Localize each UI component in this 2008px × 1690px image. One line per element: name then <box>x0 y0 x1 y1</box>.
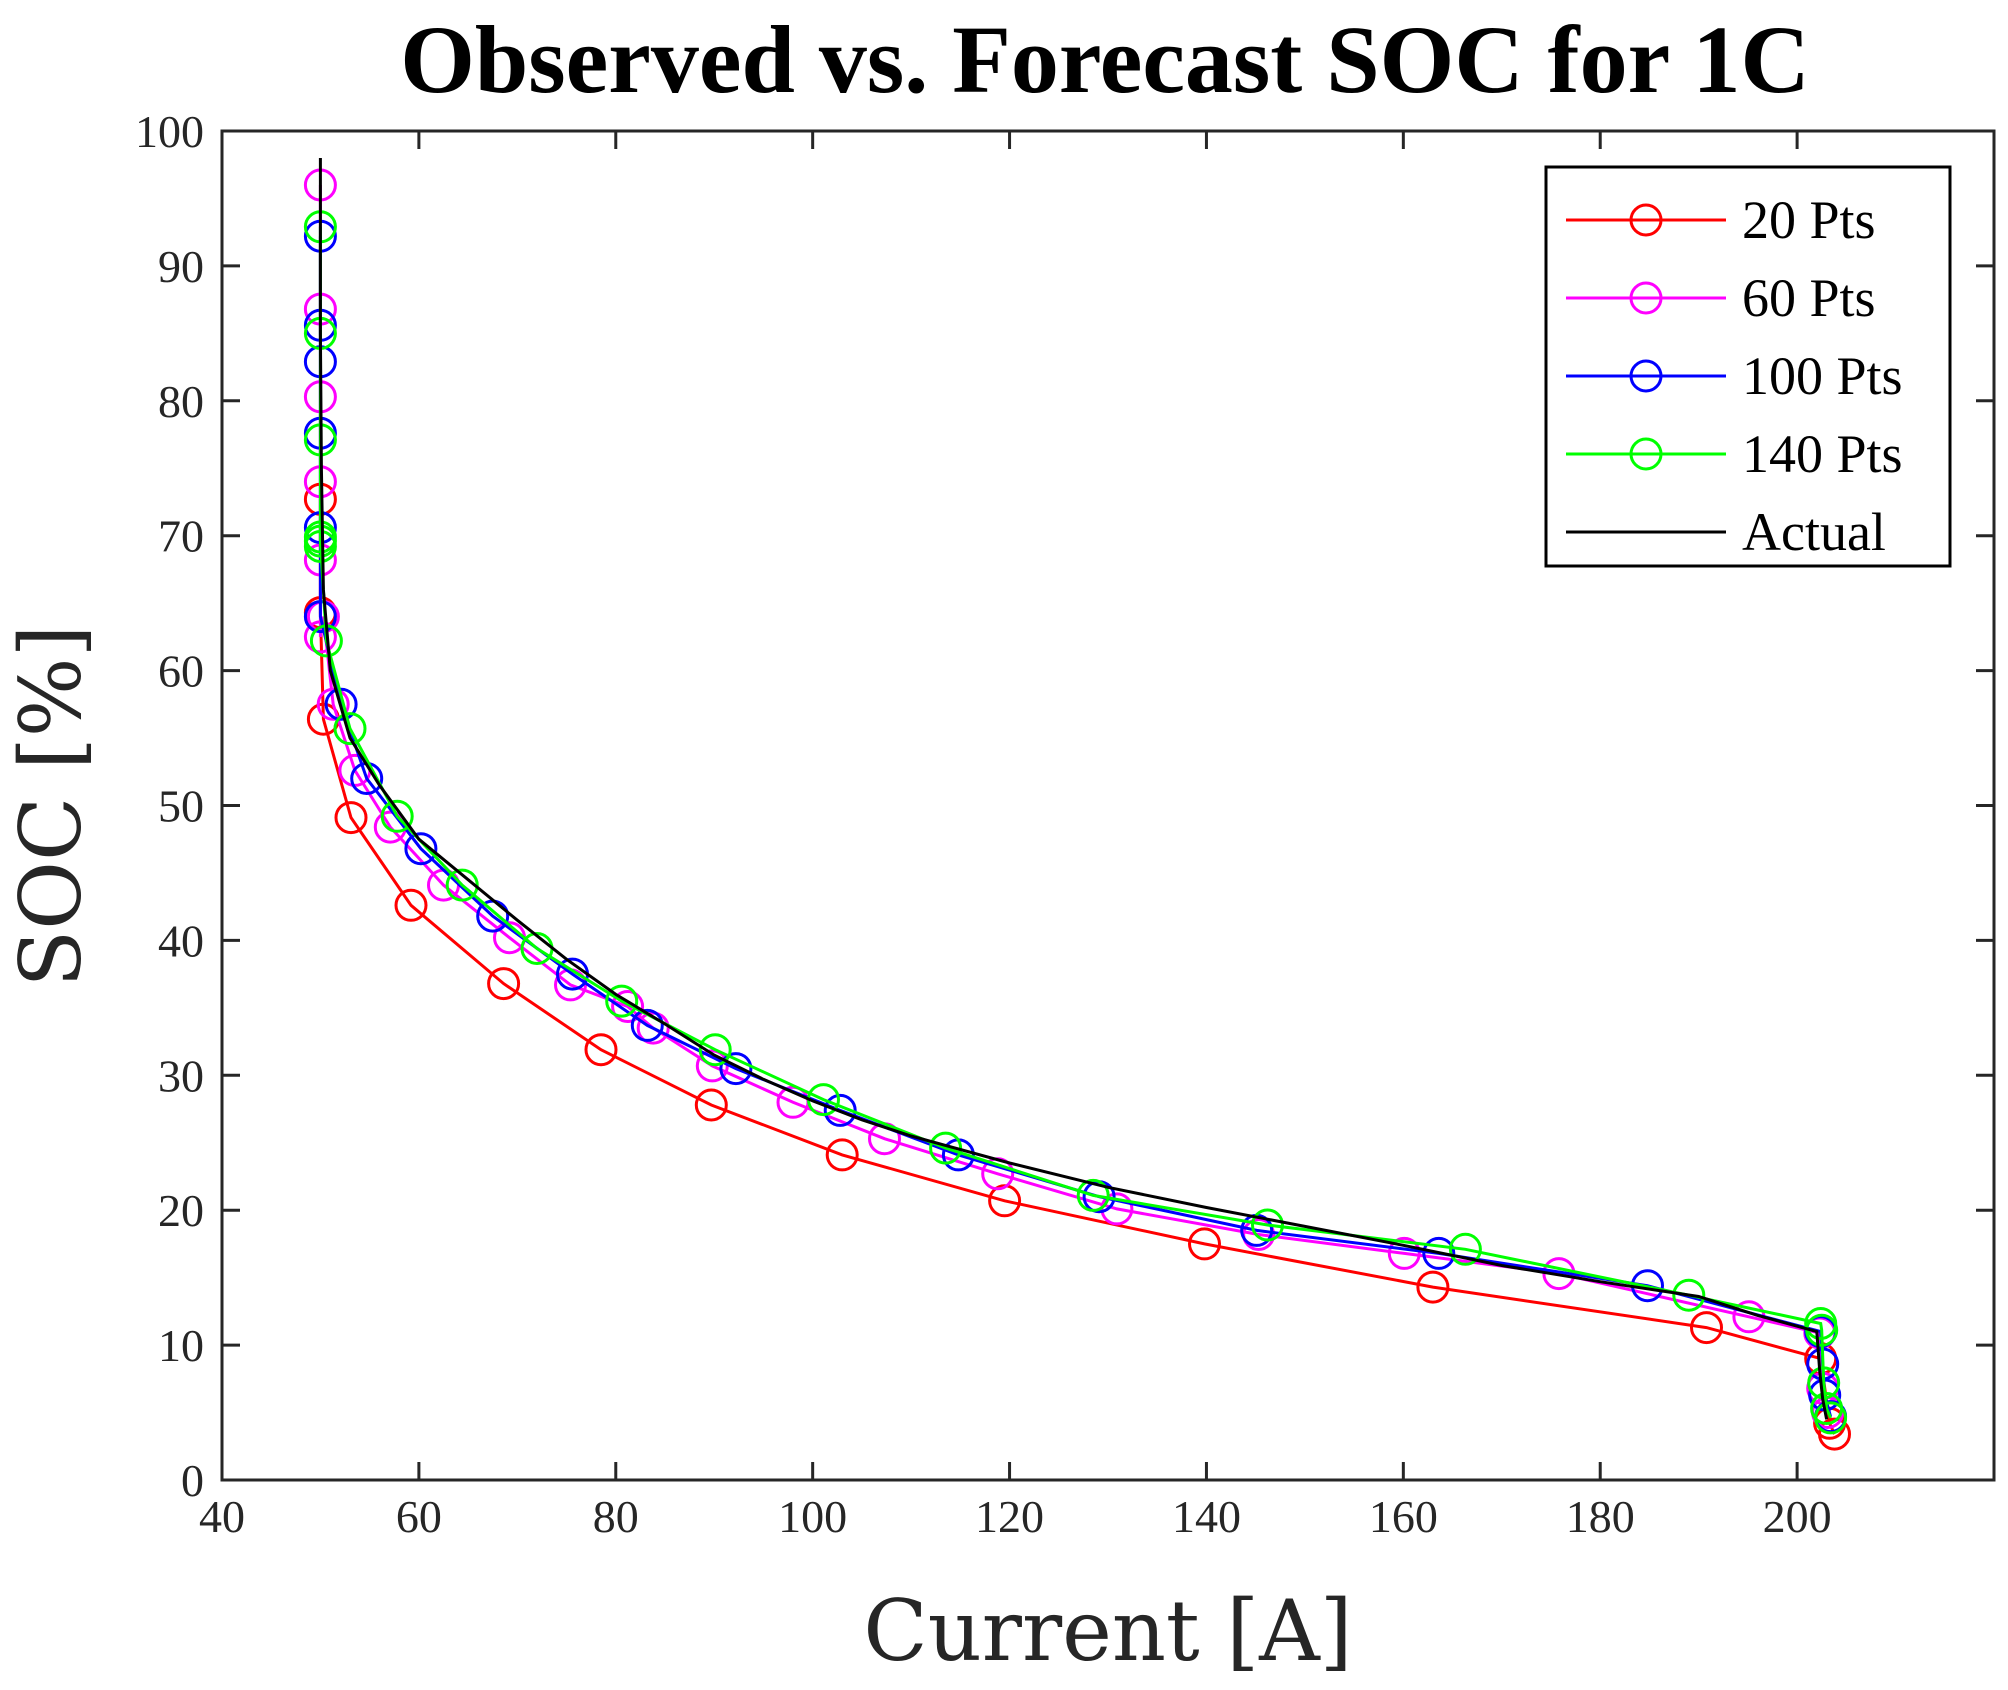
data-point-140-pts <box>445 868 479 902</box>
data-point-100-pts <box>303 600 337 634</box>
x-axis: 40 60 80 100 120 140 160 180 200 <box>199 131 1832 1542</box>
data-point-100-pts <box>324 687 358 721</box>
data-point-20-pts <box>394 888 428 922</box>
data-point-140-pts <box>380 799 414 833</box>
legend-label: 140 Pts <box>1742 424 1903 484</box>
legend-entry-60-pts: 60 Pts <box>1566 268 1876 328</box>
legend-entry-actual: Actual <box>1566 502 1886 562</box>
data-point-20-pts <box>825 1138 859 1172</box>
data-point-100-pts <box>630 1008 664 1042</box>
data-point-140-pts <box>698 1033 732 1067</box>
x-tick-label: 140 <box>1172 1491 1241 1542</box>
legend-swatch-marker <box>1629 437 1663 471</box>
y-tick-label: 50 <box>158 781 204 832</box>
x-tick-label: 60 <box>396 1491 442 1542</box>
x-tick-label: 180 <box>1566 1491 1635 1542</box>
data-point-20-pts <box>1818 1417 1851 1451</box>
legend-label: Actual <box>1742 502 1886 562</box>
data-point-20-pts <box>694 1088 728 1122</box>
data-point-20-pts <box>1188 1227 1221 1261</box>
data-point-60-pts <box>611 990 645 1023</box>
data-point-100-pts <box>404 832 438 866</box>
data-point-60-pts <box>1387 1236 1421 1270</box>
data-point-60-pts <box>316 687 350 721</box>
legend-box <box>1544 165 1952 568</box>
legend-entry-100-pts: 100 Pts <box>1566 346 1903 406</box>
x-tick-label: 80 <box>593 1491 639 1542</box>
legend-swatch-marker <box>1629 203 1663 237</box>
legend-label: 20 Pts <box>1742 190 1876 250</box>
y-axis: 0 10 20 30 40 50 60 70 80 90 100 <box>135 106 1994 1506</box>
y-tick-label: 20 <box>158 1185 204 1236</box>
data-point-20-pts <box>1416 1270 1450 1304</box>
x-tick-label: 40 <box>199 1491 245 1542</box>
legend-entry-140-pts: 140 Pts <box>1566 424 1903 484</box>
series-actual <box>318 158 1829 1420</box>
data-point-100-pts <box>823 1093 857 1127</box>
legend-entry-20-pts: 20 Pts <box>1566 190 1876 250</box>
data-point-140-pts <box>605 984 639 1018</box>
data-point-100-pts <box>1422 1236 1456 1270</box>
data-point-140-pts <box>1448 1232 1482 1266</box>
data-point-140-pts <box>1672 1278 1706 1312</box>
data-point-20-pts <box>334 801 368 835</box>
x-tick-label: 100 <box>778 1491 847 1542</box>
data-point-20-pts <box>487 967 521 1001</box>
y-tick-label: 90 <box>158 241 204 292</box>
data-point-100-pts <box>719 1052 753 1086</box>
chart-title: Observed vs. Forecast SOC for 1C <box>400 6 1810 113</box>
legend-label: 100 Pts <box>1742 346 1903 406</box>
series-line-actual <box>318 158 1829 1420</box>
x-axis-label: Current [A] <box>863 1582 1352 1680</box>
y-tick-label: 10 <box>158 1320 204 1371</box>
data-point-140-pts <box>333 712 367 746</box>
data-point-140-pts <box>1814 1401 1848 1435</box>
y-axis-label: SOC [%] <box>2 625 100 988</box>
x-tick-label: 200 <box>1763 1491 1832 1542</box>
y-tick-label: 40 <box>158 915 204 966</box>
series-line-20-pts <box>318 499 1836 1435</box>
y-tick-label: 70 <box>158 511 204 562</box>
series-lines <box>303 158 1851 1451</box>
y-tick-label: 80 <box>158 376 204 427</box>
legend: 20 Pts 60 Pts 100 Pts 140 Pts Actual <box>1544 165 1952 568</box>
legend-swatch-marker <box>1629 281 1663 315</box>
y-tick-label: 60 <box>158 646 204 697</box>
x-tick-label: 160 <box>1369 1491 1438 1542</box>
y-tick-label: 100 <box>135 106 204 157</box>
y-tick-label: 30 <box>158 1050 204 1101</box>
legend-swatch-marker <box>1629 359 1663 393</box>
legend-label: 60 Pts <box>1742 268 1876 328</box>
data-point-140-pts <box>303 524 337 558</box>
data-point-140-pts <box>1251 1208 1284 1242</box>
x-tick-label: 120 <box>975 1491 1044 1542</box>
data-point-20-pts <box>1690 1311 1723 1345</box>
data-point-140-pts <box>1076 1178 1110 1212</box>
data-point-20-pts <box>584 1033 618 1067</box>
y-tick-label: 0 <box>181 1455 204 1506</box>
